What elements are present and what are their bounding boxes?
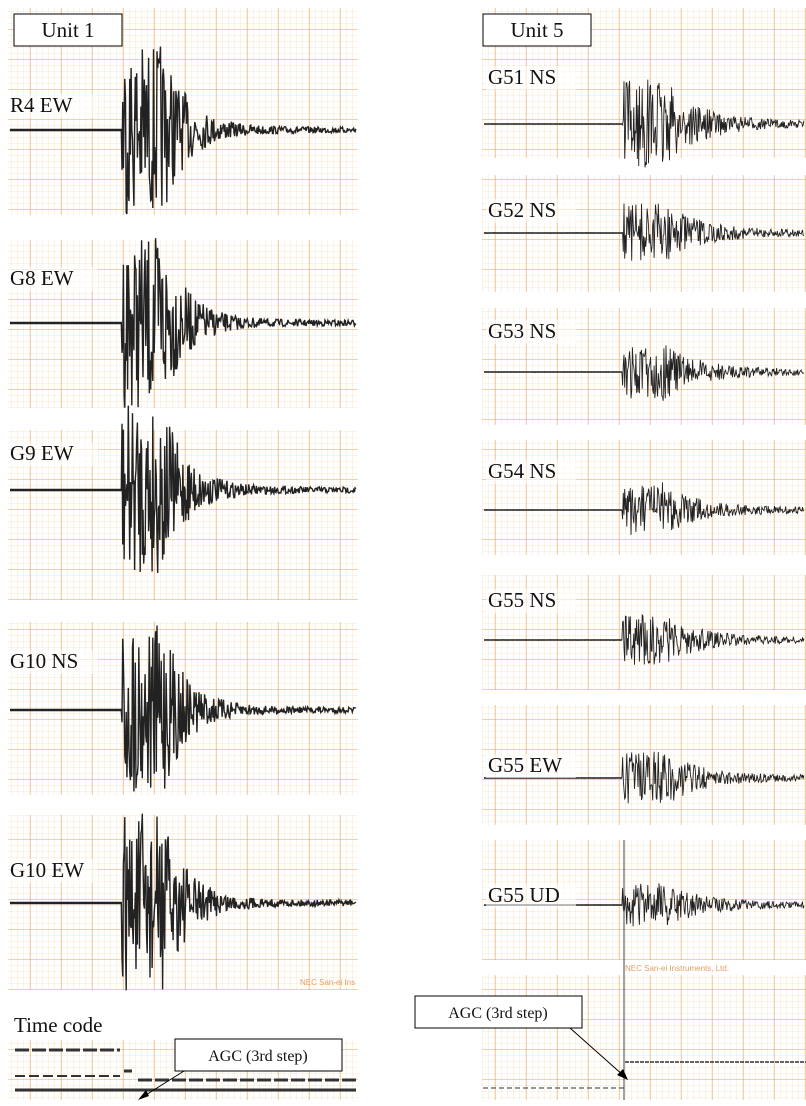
channel-label: G51 NS	[488, 65, 556, 89]
watermark: NEC San-ei Instruments, Ltd.	[625, 964, 729, 973]
unit-title: Unit 5	[510, 18, 563, 42]
callout-label: AGC (3rd step)	[448, 1005, 548, 1022]
channel-label: G10 NS	[10, 649, 78, 673]
channel-label: G10 EW	[10, 858, 84, 882]
channel-label: R4 EW	[10, 93, 73, 117]
channel-label: G55 NS	[488, 588, 556, 612]
channel-label: G53 NS	[488, 319, 556, 343]
channel-label: G54 NS	[488, 459, 556, 483]
seismogram-figure: R4 EW G8 EW G9 EW G10 NS G10 EW G51 NS G52 NS G…	[0, 0, 806, 1106]
channel-label: G52 NS	[488, 198, 556, 222]
channel-label: G8 EW	[10, 266, 74, 290]
unit-title: Unit 1	[41, 18, 94, 42]
channel-label: G55 EW	[488, 753, 562, 777]
callout-label: AGC (3rd step)	[208, 1048, 308, 1065]
time-code-label: Time code	[14, 1013, 102, 1037]
chart-paper	[482, 975, 806, 1100]
channel-label: G9 EW	[10, 441, 74, 465]
panels: R4 EW G8 EW G9 EW G10 NS G10 EW G51 NS G52 NS G…	[8, 8, 806, 1100]
watermark: NEC San-ei Ins	[300, 978, 355, 987]
channel-label: G55 UD	[488, 883, 560, 907]
